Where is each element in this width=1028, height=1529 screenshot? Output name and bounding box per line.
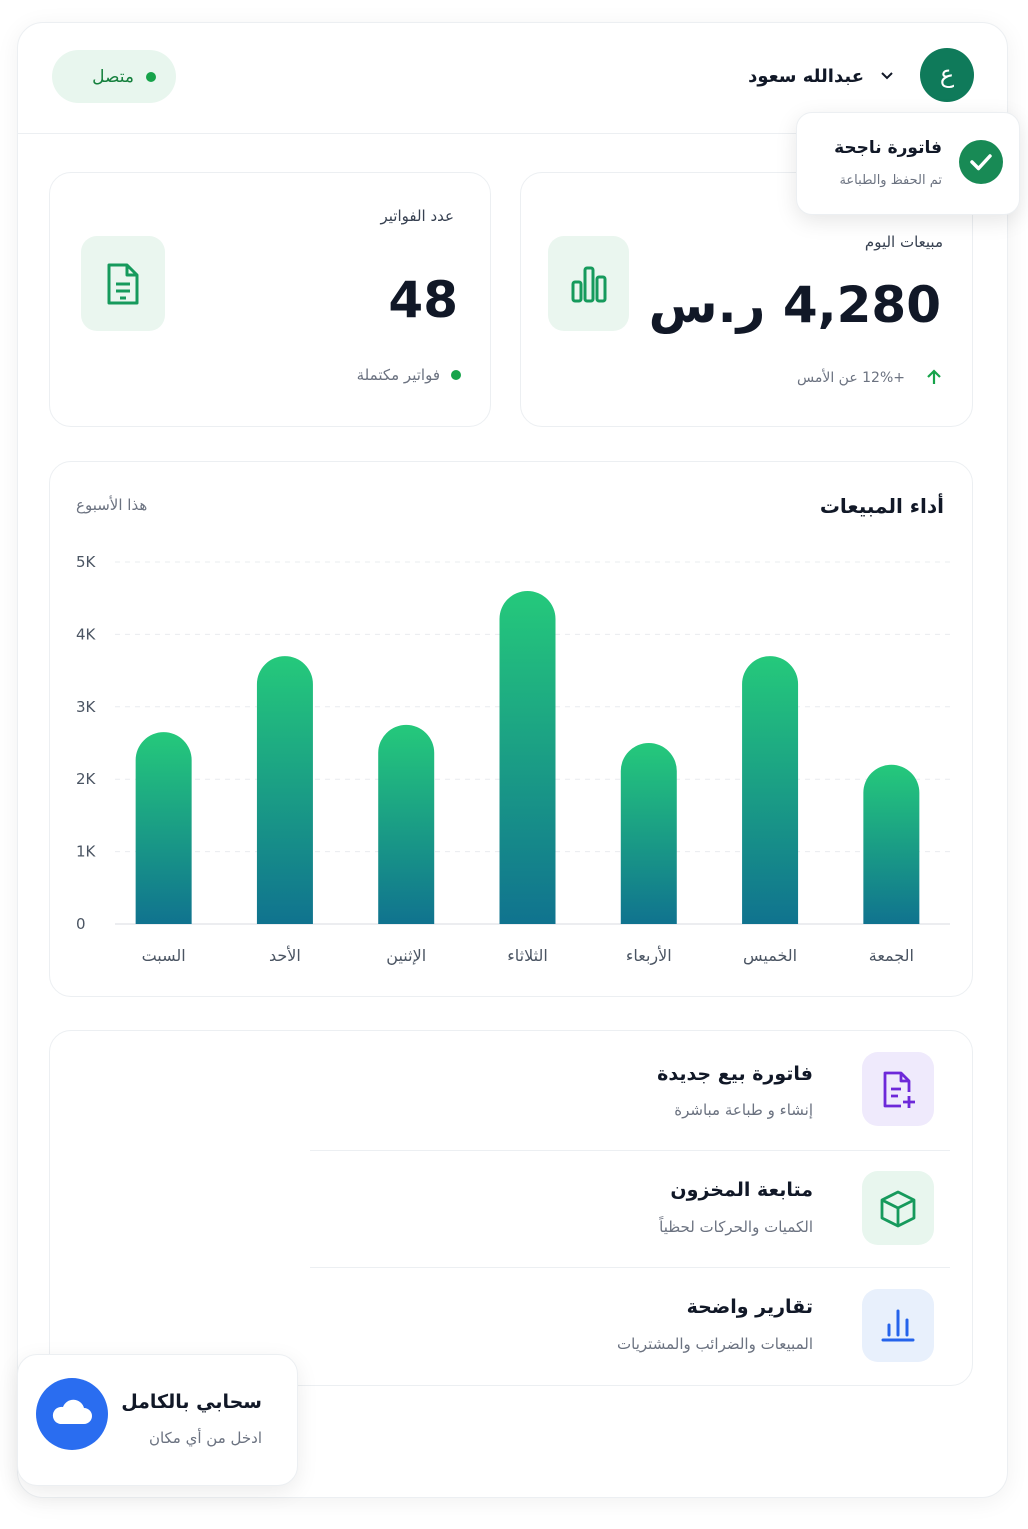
cloud-title: سحابي بالكامل <box>121 1391 262 1413</box>
feature-subtitle: المبيعات والضرائب والمشتريات <box>617 1335 813 1353</box>
y-tick-label: 2K <box>76 770 97 788</box>
invoices-dot <box>451 370 461 380</box>
reports-icon <box>881 1309 915 1342</box>
bar <box>863 764 920 924</box>
divider <box>310 1267 950 1268</box>
x-tick-label: الثلاثاء <box>507 946 548 965</box>
feature-subtitle: الكميات والحركات لحظياً <box>659 1218 813 1236</box>
up-arrow <box>927 369 941 384</box>
bar <box>135 732 192 924</box>
feature-title[interactable]: متابعة المخزون <box>670 1179 813 1201</box>
y-tick-label: 0 <box>76 915 86 933</box>
bar <box>620 743 677 924</box>
chart-subtitle: هذا الأسبوع <box>76 496 148 514</box>
toast <box>796 112 1020 215</box>
toast-title: فاتورة ناجحة <box>834 138 942 158</box>
cloud-icon <box>36 1378 108 1450</box>
feature-title[interactable]: فاتورة بيع جديدة <box>657 1063 813 1085</box>
y-tick-label: 1K <box>76 843 97 861</box>
x-tick-label: الجمعة <box>869 946 914 965</box>
x-tick-label: الأربعاء <box>626 945 672 966</box>
bar <box>499 590 556 924</box>
chevron[interactable] <box>880 71 894 81</box>
feature-subtitle: إنشاء و طباعة مباشرة <box>674 1101 813 1119</box>
inventory-icon <box>880 1190 916 1228</box>
chart-title: أداء المبيعات <box>819 494 944 518</box>
sales-value: 4,280 ر.س <box>648 276 941 334</box>
sales-label: مبيعات اليوم <box>864 233 943 251</box>
avatar[interactable] <box>920 48 974 102</box>
feature-title[interactable]: تقارير واضحة <box>686 1296 813 1318</box>
bar <box>742 656 799 924</box>
header-divider <box>17 133 1008 134</box>
y-tick-label: 5K <box>76 553 97 571</box>
invoices-icon <box>107 263 139 305</box>
status-text: متصل <box>92 67 134 87</box>
y-tick-label: 4K <box>76 625 97 643</box>
toast-subtitle: تم الحفظ والطباعة <box>839 173 942 188</box>
x-tick-label: الإثنين <box>386 946 426 966</box>
x-tick-label: السبت <box>142 946 186 965</box>
bar <box>378 724 435 924</box>
cloud-subtitle: ادخل من أي مكان <box>148 1429 262 1447</box>
features-card <box>49 1030 973 1386</box>
status-dot <box>146 72 156 82</box>
invoices-note: فواتير مكتملة <box>356 366 440 384</box>
new-invoice-icon <box>883 1071 915 1108</box>
sales-icon <box>571 266 607 303</box>
x-tick-label: الخميس <box>743 946 797 966</box>
sales-icon-box <box>548 236 629 331</box>
user-name[interactable]: عبدالله سعود <box>748 66 864 87</box>
toast-check <box>959 140 1003 184</box>
invoices-value: 48 <box>388 271 458 329</box>
chart: 0 1K 2K 3K 4K 5K السبت الأحد الإثنين الثلاثاء الأر… <box>76 553 950 966</box>
invoices-label: عدد الفواتير <box>380 207 455 225</box>
avatar-letter: ع <box>939 60 955 88</box>
divider <box>310 1150 950 1151</box>
bar <box>256 656 313 924</box>
sales-note: +12% عن الأمس <box>797 370 905 386</box>
x-tick-label: الأحد <box>269 945 301 965</box>
y-tick-label: 3K <box>76 698 97 716</box>
